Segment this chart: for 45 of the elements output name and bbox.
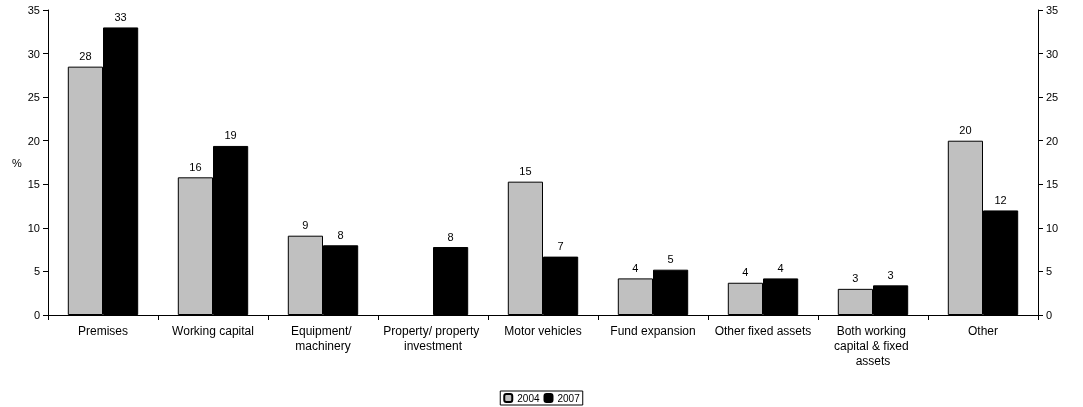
- y2-tick-label: 0: [1046, 309, 1053, 321]
- data-label: 15: [519, 165, 532, 178]
- data-label: 20: [959, 124, 972, 137]
- y2-tick-label: 10: [1046, 221, 1059, 234]
- data-label: 28: [79, 50, 92, 63]
- y2-tick-label: 15: [1046, 178, 1059, 191]
- x-tick-label: Both working capital & fixed assets: [833, 323, 913, 368]
- legend-label: 2007: [557, 392, 581, 404]
- y-tick-label: 25: [27, 91, 40, 104]
- y-tick-label: 35: [27, 4, 40, 16]
- y-tick-label: 5: [33, 265, 40, 278]
- y-tick-label: 30: [27, 47, 40, 60]
- y2-tick-label: 5: [1046, 265, 1053, 278]
- x-tick-label: Equipment/ machinery: [290, 323, 356, 353]
- data-label: 3: [852, 272, 859, 285]
- data-label: 4: [632, 261, 639, 274]
- y-tick-label: 10: [27, 221, 40, 234]
- y2-tick-label: 25: [1046, 91, 1059, 104]
- y2-tick-label: 35: [1046, 4, 1059, 16]
- data-label: 7: [557, 240, 564, 253]
- data-label: 33: [114, 10, 127, 23]
- data-label: 4: [777, 261, 784, 274]
- x-tick-label: Premises: [77, 323, 129, 338]
- x-tick-label: Fund expansion: [610, 323, 696, 338]
- legend-label: 2004: [517, 392, 540, 404]
- x-tick-label: Property/ property investment: [383, 323, 483, 353]
- y2-tick-label: 20: [1046, 134, 1059, 147]
- data-label: 3: [887, 268, 894, 281]
- y-tick-label: 0: [33, 309, 40, 321]
- y-axis-title: %: [12, 156, 23, 169]
- data-label: 19: [224, 129, 237, 142]
- data-label: 8: [447, 230, 454, 243]
- data-label: 8: [337, 228, 344, 241]
- data-label: 12: [994, 193, 1007, 206]
- x-tick-label: Other fixed assets: [714, 323, 812, 338]
- data-label: 5: [667, 253, 674, 266]
- data-label: 9: [302, 219, 309, 232]
- x-tick-label: Other: [967, 323, 999, 338]
- data-label: 4: [742, 266, 749, 279]
- y-tick-label: 20: [27, 134, 40, 147]
- data-label: 16: [189, 160, 202, 173]
- y-tick-label: 15: [27, 178, 40, 191]
- y2-tick-label: 30: [1046, 47, 1059, 60]
- x-tick-label: Motor vehicles: [504, 323, 582, 338]
- x-tick-label: Working capital: [172, 323, 254, 338]
